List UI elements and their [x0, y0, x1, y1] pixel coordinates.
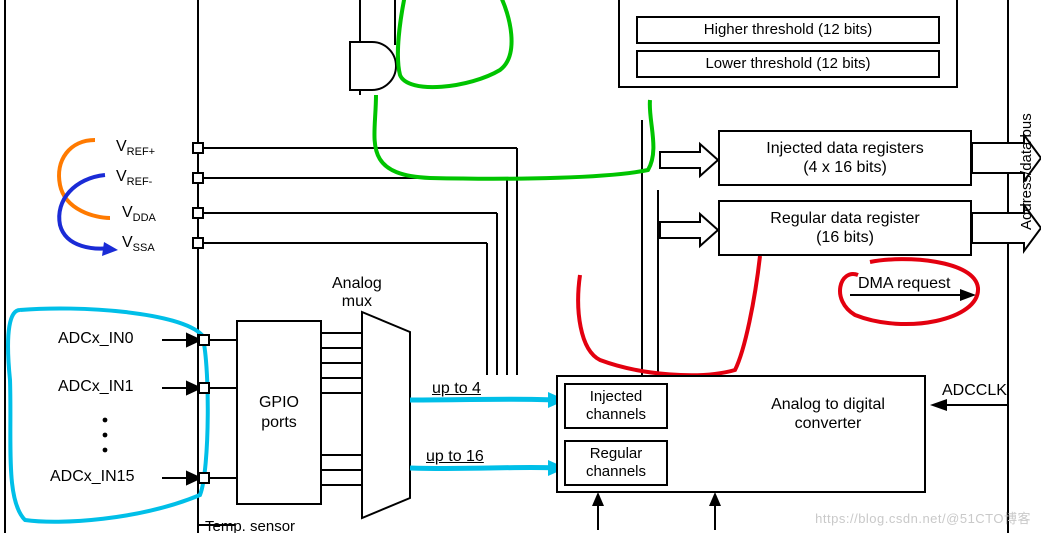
label-adcclk: ADCCLK	[942, 382, 1007, 400]
watermark: https://blog.csdn.net/@51CTO博客	[815, 508, 1031, 527]
pin-in15	[198, 472, 210, 484]
label-address-data-bus: Address/data bus	[1018, 113, 1035, 230]
label-adcx-in1: ADCx_IN1	[58, 378, 134, 396]
pin-in1	[198, 382, 210, 394]
injected-data-registers-box: Injected data registers (4 x 16 bits)	[718, 130, 972, 186]
injected-channels-box: Injected channels	[564, 383, 668, 429]
pin-vrefp	[192, 142, 204, 154]
label-upto4: up to 4	[432, 380, 481, 398]
label-temp-sensor: Temp. sensor	[205, 518, 295, 533]
label-dma-request: DMA request	[858, 275, 950, 293]
label-vrefp: VREF+	[116, 138, 155, 158]
label-vssa: VSSA	[122, 234, 155, 254]
regular-data-register-box: Regular data register (16 bits)	[718, 200, 972, 256]
label-upto16: up to 16	[426, 448, 484, 466]
label-analog-mux: Analog mux	[332, 275, 382, 311]
adc-core-label: Analog to digital converter	[743, 395, 913, 433]
label-adcx-in15: ADCx_IN15	[50, 468, 134, 486]
pin-vrefm	[192, 172, 204, 184]
lower-threshold-box: Lower threshold (12 bits)	[636, 50, 940, 78]
pin-in0	[198, 334, 210, 346]
pin-vssa	[192, 237, 204, 249]
regular-channels-box: Regular channels	[564, 440, 668, 486]
label-vdda: VDDA	[122, 204, 156, 224]
label-vrefm: VREF-	[116, 168, 152, 188]
label-adcx-in0: ADCx_IN0	[58, 330, 134, 348]
gpio-ports-box: GPIO ports	[236, 320, 322, 505]
higher-threshold-box: Higher threshold (12 bits)	[636, 16, 940, 44]
adc-block-diagram: VREF+ VREF- VDDA VSSA ADCx_IN0 ADCx_IN1 …	[0, 0, 1041, 533]
pin-vdda	[192, 207, 204, 219]
